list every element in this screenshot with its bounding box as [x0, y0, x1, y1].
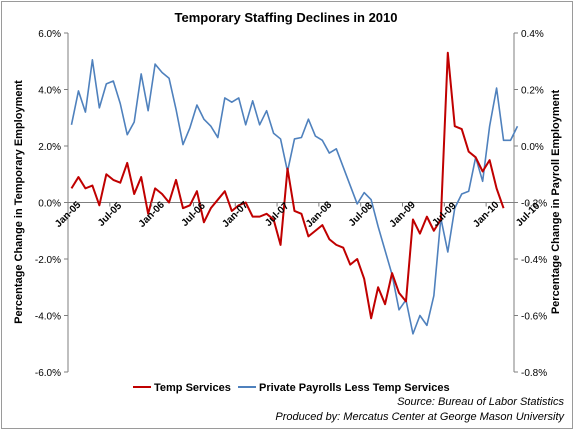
y-axis-left-label: Percentage Change in Temporary Employmen… — [13, 80, 25, 324]
chart-frame: Temporary Staffing Declines in 2010 Perc… — [1, 1, 573, 429]
series-lines — [70, 51, 519, 335]
y-right-tick-label: -0.4% — [521, 255, 547, 266]
legend-label-temp-services: Temp Services — [154, 382, 231, 394]
y-right-tick-label: -0.6% — [521, 312, 547, 323]
source-note: Source: Bureau of Labor Statistics — [397, 396, 564, 408]
y-left-tick-label: 2.0% — [38, 142, 61, 153]
y-left-tick-label: 4.0% — [38, 86, 61, 97]
y-axis-right-label: Percentage Change in Payroll Employment — [550, 89, 562, 314]
axes: 6.0% 0.4% 4.0% 0.2% 2.0% 0.0% 0.0% -0.2% -2.0% -0… — [35, 29, 547, 379]
y-right-tick-label: -0.2% — [521, 199, 547, 210]
y-right-tick-label: 0.0% — [521, 142, 544, 153]
y-left-tick-label: 6.0% — [38, 29, 61, 40]
series-line-temp-services — [70, 51, 505, 320]
y-left-tick-label: -2.0% — [35, 255, 61, 266]
producer-note: Produced by: Mercatus Center at George M… — [275, 411, 565, 423]
series-line-private-payrolls — [70, 59, 519, 335]
y-right-tick-label: 0.2% — [521, 86, 544, 97]
y-right-tick-label: 0.4% — [521, 29, 544, 40]
chart-title: Temporary Staffing Declines in 2010 — [175, 10, 398, 25]
y-left-tick-label: 0.0% — [38, 199, 61, 210]
y-left-tick-label: -6.0% — [35, 368, 61, 379]
legend: Temp Services Private Payrolls Less Temp… — [133, 382, 450, 394]
y-left-tick-label: -4.0% — [35, 312, 61, 323]
x-tick-labels: Jan-05 Jul-05 Jan-06 Jul-06 Jan-07 Jul-07 Jan-… — [53, 199, 542, 229]
legend-label-private-payrolls: Private Payrolls Less Temp Services — [259, 382, 450, 394]
chart-svg: Temporary Staffing Declines in 2010 Perc… — [13, 10, 565, 423]
y-right-tick-label: -0.8% — [521, 368, 547, 379]
